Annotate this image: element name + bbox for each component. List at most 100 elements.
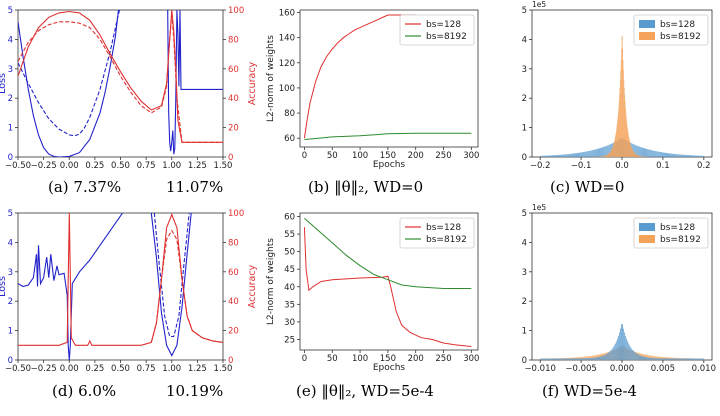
hist-bar-c-1: [610, 150, 612, 157]
x-tick-label-a: 1.25: [188, 161, 207, 171]
y-tick-label-e: 40: [284, 283, 295, 293]
x-tick-label-c: 0.0: [615, 161, 629, 171]
hist-bar-c-1: [634, 153, 636, 157]
hist-bar-f-0: [652, 355, 654, 360]
hist-bar-f-1: [562, 358, 564, 360]
hist-bar-c-1: [636, 154, 638, 157]
y-tick-label-d: 0: [8, 356, 13, 366]
hist-bar-c-0: [543, 155, 545, 157]
hist-bar-f-1: [556, 358, 558, 360]
hist-bar-c-0: [702, 155, 704, 157]
hist-bar-c-0: [652, 150, 654, 157]
hist-bar-f-1: [605, 354, 607, 360]
hist-bar-c-1: [619, 79, 621, 157]
hist-bar-c-0: [582, 152, 584, 157]
hist-bar-c-0: [597, 148, 599, 157]
hist-bar-f-1: [541, 358, 543, 360]
y-tick-label-f: 0: [522, 356, 527, 366]
hist-bar-c-1: [609, 152, 611, 157]
x-tick-label-e: 0: [302, 354, 307, 364]
hist-bar-c-0: [684, 154, 686, 157]
hist-bar-c-1: [625, 112, 627, 157]
hist-bar-f-1: [547, 358, 549, 360]
hist-bar-c-1: [613, 142, 615, 157]
hist-bar-c-0: [670, 153, 672, 157]
hist-bar-f-1: [572, 358, 574, 360]
hist-bar-c-0: [671, 153, 673, 157]
hist-bar-c-0: [552, 155, 554, 157]
hist-bar-c-0: [559, 154, 561, 157]
hist-bar-c-1: [620, 70, 621, 157]
hist-bar-c-0: [699, 155, 701, 157]
x-tick-label-f: −0.005: [565, 364, 596, 374]
x-tick-label-e: 300: [463, 354, 479, 364]
y2-tick-label-d: 80: [228, 238, 239, 248]
hist-bar-f-1: [561, 358, 563, 360]
hist-bar-f-1: [591, 357, 593, 360]
hist-bar-c-1: [641, 156, 643, 157]
hist-bar-c-0: [633, 144, 635, 157]
hist-bar-f-1: [602, 355, 604, 360]
hist-bar-f-1: [689, 358, 691, 360]
x-tick-label-c: 0.1: [656, 161, 670, 171]
hist-bar-c-0: [545, 155, 547, 157]
y-tick-label-c: 3: [522, 65, 527, 75]
hist-bar-f-1: [571, 358, 573, 360]
x-tick-label-a: 0.50: [111, 161, 130, 171]
hist-bar-c-1: [604, 155, 606, 157]
legend-label-c: bs=128: [660, 20, 695, 30]
hist-bar-c-0: [563, 154, 565, 157]
hist-bar-f-1: [675, 358, 677, 360]
y-tick-label-f: 2: [522, 297, 527, 307]
hist-bar-c-0: [695, 155, 697, 157]
hist-bar-c-1: [617, 121, 618, 157]
hist-bar-f-1: [651, 357, 653, 360]
y-tick-label-b: 120: [279, 59, 295, 69]
x-tick-label-b: 250: [435, 151, 451, 161]
hist-bar-c-1: [602, 156, 604, 157]
hist-bar-c-0: [641, 147, 643, 157]
hist-bar-c-1: [639, 155, 640, 157]
hist-bar-c-0: [669, 153, 671, 157]
hist-bar-c-0: [667, 153, 669, 157]
scale-label-f: 1e5: [532, 203, 546, 212]
hist-bar-c-0: [640, 147, 642, 157]
hist-bar-f-1: [604, 354, 606, 360]
hist-bar-c-1: [637, 155, 639, 157]
hist-bar-c-0: [598, 148, 600, 157]
x-axis-label-e: Epochs: [373, 363, 406, 373]
hist-bar-c-1: [629, 140, 630, 157]
hist-bar-f-1: [697, 358, 699, 360]
y-tick-label-a: 2: [8, 94, 13, 104]
hist-bar-c-1: [624, 94, 626, 157]
caption-d-left: (d) 6.0%: [52, 382, 117, 400]
hist-bar-f-1: [684, 358, 686, 360]
hist-bar-c-1: [622, 36, 623, 158]
hist-bar-c-1: [626, 117, 627, 157]
hist-bar-c-1: [607, 154, 609, 157]
hist-bar-f-1: [611, 348, 613, 360]
series-line-d-3: [18, 213, 223, 346]
hist-bar-f-1: [693, 358, 695, 360]
hist-bar-f-1: [568, 358, 570, 360]
x-tick-label-a: 1.50: [214, 161, 233, 171]
y-tick-label-f: 1: [522, 327, 527, 337]
hist-bar-f-1: [642, 356, 644, 360]
hist-bar-f-1: [647, 357, 649, 360]
hist-bar-f-0: [591, 355, 593, 360]
hist-bar-f-1: [595, 357, 597, 360]
series-line-d-0: [18, 213, 123, 360]
hist-bar-c-0: [606, 145, 608, 157]
hist-bar-c-1: [608, 153, 609, 157]
hist-bar-f-1: [673, 358, 675, 360]
hist-bar-f-1: [635, 352, 637, 360]
hist-bar-c-0: [565, 154, 567, 157]
hist-bar-c-0: [677, 154, 679, 157]
hist-bar-f-1: [702, 358, 704, 360]
hist-bar-f-1: [632, 349, 634, 360]
hist-bar-f-1: [662, 358, 664, 360]
hist-bar-c-1: [637, 155, 639, 157]
plot-frame-b: [299, 9, 479, 148]
hist-bar-c-1: [603, 156, 605, 157]
hist-bar-c-0: [593, 149, 595, 157]
